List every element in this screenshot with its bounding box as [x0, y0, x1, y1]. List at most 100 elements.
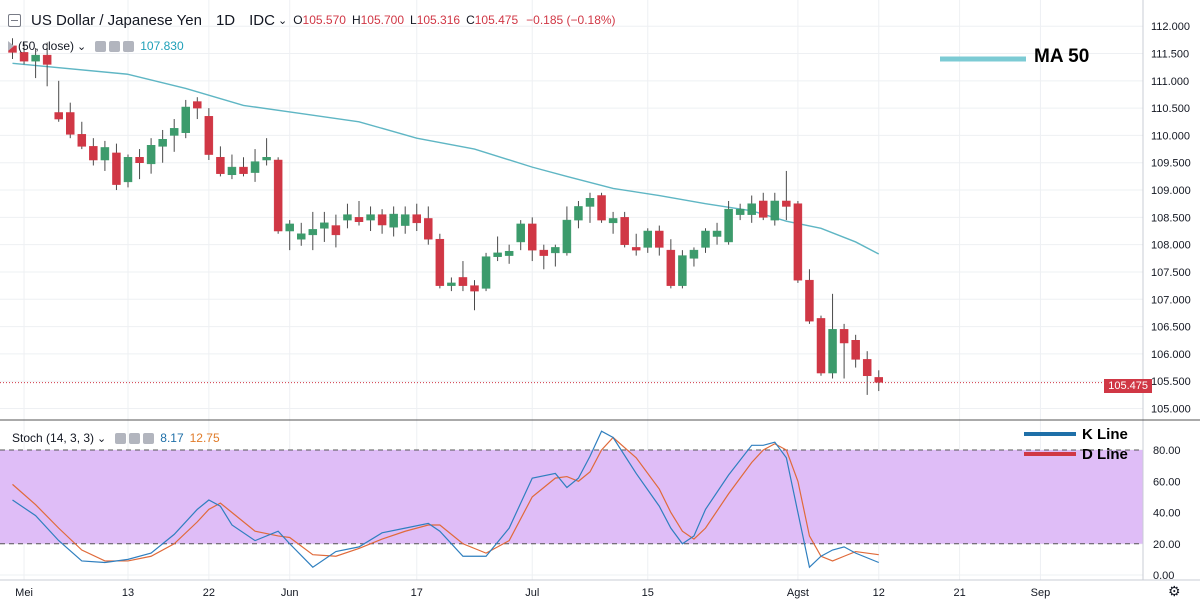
collapse-icon[interactable]	[8, 13, 21, 27]
symbol-header: US Dollar / Japanese Yen 1D IDC ⌄ O 105.5…	[8, 10, 616, 30]
candle-body	[516, 223, 525, 243]
candle-body	[227, 166, 237, 176]
chevron-down-icon[interactable]: ⌄	[97, 432, 107, 445]
candle-body	[816, 318, 826, 374]
candle-body	[262, 157, 271, 161]
time-tick-label: Agst	[787, 587, 809, 599]
candle-body	[597, 195, 606, 221]
candle-body	[42, 54, 52, 65]
candle-body	[389, 213, 398, 228]
candle-body	[100, 147, 110, 161]
flag-icon	[8, 41, 14, 51]
price-tick-label: 105.500	[1151, 376, 1191, 388]
stoch-layer	[12, 430, 1076, 569]
candle-body	[655, 230, 664, 248]
candle-body	[366, 214, 375, 221]
candle-body	[250, 161, 260, 173]
candle-body	[562, 219, 572, 254]
candle-body	[77, 134, 87, 147]
symbol-title[interactable]: US Dollar / Japanese Yen	[31, 11, 202, 29]
candle-body	[89, 146, 98, 161]
eye-icon[interactable]	[115, 432, 127, 444]
candle-body	[666, 249, 676, 286]
price-tick-label: 106.500	[1151, 322, 1191, 334]
candle-body	[123, 157, 133, 183]
candle-body	[620, 217, 629, 245]
price-tick-label: 112.000	[1151, 21, 1190, 33]
time-tick-label: 13	[122, 587, 134, 599]
d-line-legend-label: D Line	[1082, 446, 1128, 463]
candle-body	[343, 214, 352, 221]
candle-body	[320, 222, 329, 229]
candle-body	[643, 230, 652, 248]
gear-icon[interactable]	[109, 40, 121, 52]
price-tick-label: 109.500	[1151, 158, 1191, 170]
price-tick-label: 108.500	[1151, 212, 1191, 224]
close-icon[interactable]	[143, 432, 155, 444]
k-line-legend-label: K Line	[1082, 426, 1128, 443]
candle-body	[447, 282, 456, 286]
candle-body	[712, 230, 722, 237]
gear-icon[interactable]	[129, 432, 141, 444]
candles-layer	[0, 38, 1143, 395]
chevron-down-icon[interactable]: ⌄	[277, 14, 288, 27]
stoch-d-value: 12.75	[189, 431, 220, 445]
candle-body	[19, 52, 29, 62]
candle-body	[169, 128, 179, 136]
candle-body	[331, 225, 341, 236]
price-tick-label: 108.000	[1151, 240, 1191, 252]
stoch-tick-label: 60.00	[1153, 476, 1181, 488]
candle-body	[112, 152, 121, 185]
ma-value: 107.830	[140, 39, 184, 53]
candle-body	[158, 139, 167, 147]
chevron-down-icon[interactable]: ⌄	[77, 40, 87, 53]
candle-body	[193, 101, 202, 109]
candle-body	[400, 214, 410, 226]
ma-indicator-header[interactable]: (50, close) ⌄ 107.830	[8, 38, 184, 54]
candle-body	[874, 377, 883, 383]
candle-body	[724, 208, 733, 243]
interval-label[interactable]: 1D	[215, 11, 236, 29]
candle-body	[31, 54, 40, 62]
candle-body	[689, 249, 699, 259]
candle-body	[297, 233, 306, 240]
candle-body	[759, 200, 768, 218]
candle-body	[412, 214, 421, 224]
close-icon[interactable]	[123, 40, 135, 52]
candle-body	[585, 197, 595, 207]
candle-body	[782, 200, 791, 207]
time-tick-label: Jul	[525, 587, 539, 599]
price-tick-label: 110.500	[1151, 103, 1190, 115]
gear-icon[interactable]: ⚙	[1168, 583, 1181, 599]
candle-body	[216, 157, 225, 174]
candle-body	[504, 250, 514, 256]
candle-body	[608, 218, 618, 224]
candle-body	[747, 203, 756, 215]
stoch-tick-label: 20.00	[1153, 539, 1181, 551]
time-tick-label: Sep	[1031, 587, 1051, 599]
candle-body	[146, 145, 156, 165]
candle-body	[481, 256, 491, 289]
candle-body	[204, 116, 214, 155]
candle-body	[424, 218, 433, 240]
candle-body	[793, 203, 803, 281]
price-tick-label: 111.500	[1151, 49, 1189, 61]
eye-icon[interactable]	[95, 40, 107, 52]
stoch-tick-label: 40.00	[1153, 508, 1181, 520]
stoch-indicator-header[interactable]: Stoch (14, 3, 3) ⌄ 8.17 12.75	[12, 430, 220, 446]
candle-body	[354, 217, 364, 222]
open-label: O	[293, 13, 303, 27]
ma50-layer	[12, 56, 1026, 255]
ma50-legend-label: MA 50	[1034, 46, 1090, 67]
candle-body	[66, 112, 75, 135]
price-tick-label: 107.500	[1151, 267, 1191, 279]
time-tick-label: 21	[953, 587, 965, 599]
time-tick-label: Jun	[281, 587, 299, 599]
stoch-d-line	[12, 436, 879, 562]
close-label: C	[466, 13, 475, 27]
stoch-k-value: 8.17	[160, 431, 184, 445]
time-tick-label: 12	[873, 587, 885, 599]
